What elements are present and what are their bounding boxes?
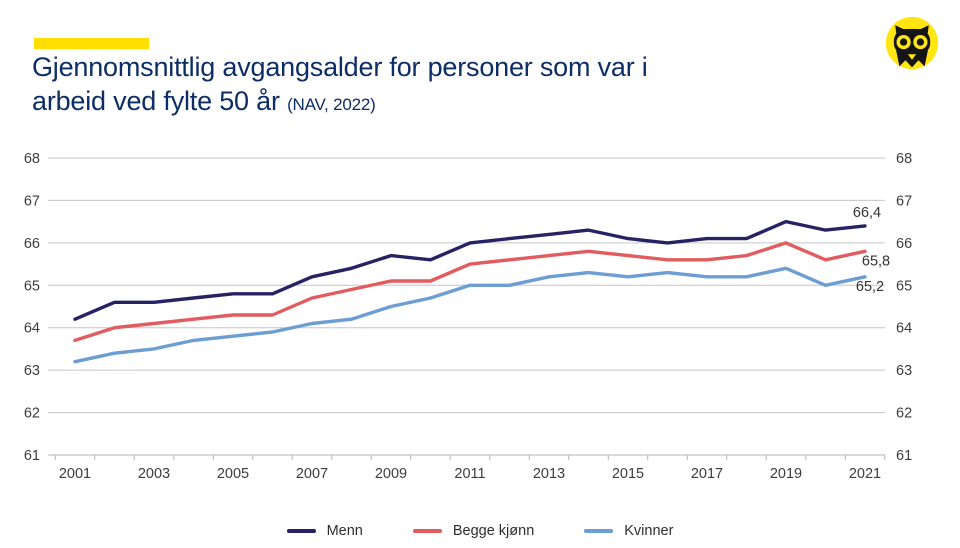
y-axis-label-left: 62	[24, 406, 40, 422]
legend-label: Menn	[326, 523, 363, 539]
x-axis-label: 2001	[59, 466, 91, 482]
y-axis-label-left: 64	[24, 321, 40, 337]
x-axis-label: 2017	[691, 466, 723, 482]
x-axis-label: 2021	[849, 466, 881, 482]
title-source: (NAV, 2022)	[287, 95, 376, 114]
chart-legend: Menn Begge kjønn Kvinner	[0, 519, 960, 543]
x-axis-label: 2019	[770, 466, 802, 482]
series-end-label: 65,2	[856, 279, 884, 295]
owl-logo	[884, 15, 940, 71]
y-axis-label-right: 62	[896, 406, 912, 422]
legend-swatch	[584, 529, 614, 533]
y-axis-label-left: 66	[24, 236, 40, 252]
x-axis-label: 2013	[533, 466, 565, 482]
y-axis-label-left: 63	[24, 363, 40, 379]
series-end-label: 66,4	[853, 205, 881, 221]
y-axis-label-right: 68	[896, 151, 912, 167]
series-line-kvinner	[73, 266, 867, 364]
legend-label: Begge kjønn	[452, 523, 535, 539]
y-axis-label-left: 61	[24, 448, 40, 464]
y-axis-label-right: 63	[896, 363, 912, 379]
x-axis-label: 2003	[138, 466, 170, 482]
y-axis-label-right: 61	[896, 448, 912, 464]
legend-item-begge-kjønn: Begge kjønn	[412, 523, 535, 539]
legend-item-menn: Menn	[286, 523, 363, 539]
x-axis-label: 2011	[454, 466, 485, 482]
y-axis-label-left: 67	[24, 193, 40, 209]
legend-swatch	[412, 529, 442, 533]
series-end-label: 65,8	[862, 253, 890, 269]
y-axis-label-right: 67	[896, 193, 912, 209]
title-line2: arbeid ved fylte 50 år	[32, 86, 280, 116]
legend-swatch	[286, 529, 316, 533]
accent-bar	[34, 38, 149, 49]
legend-label: Kvinner	[624, 523, 674, 539]
x-axis-label: 2009	[375, 466, 407, 482]
y-axis-label-right: 64	[896, 321, 912, 337]
legend-item-kvinner: Kvinner	[584, 523, 673, 539]
page-title: Gjennomsnittlig avgangsalder for persone…	[32, 50, 832, 122]
x-axis-label: 2005	[217, 466, 249, 482]
x-axis-label: 2015	[612, 466, 644, 482]
y-axis-label-left: 68	[24, 151, 40, 167]
y-axis-label-right: 66	[896, 236, 912, 252]
y-axis-label-left: 65	[24, 278, 40, 294]
y-axis-label-right: 65	[896, 278, 912, 294]
title-line1: Gjennomsnittlig avgangsalder for persone…	[32, 52, 648, 82]
owl-logo-graphic	[885, 16, 939, 70]
x-axis-label: 2007	[296, 466, 328, 482]
series-line-menn	[73, 219, 867, 321]
series-line-begge-kjønn	[73, 241, 867, 343]
